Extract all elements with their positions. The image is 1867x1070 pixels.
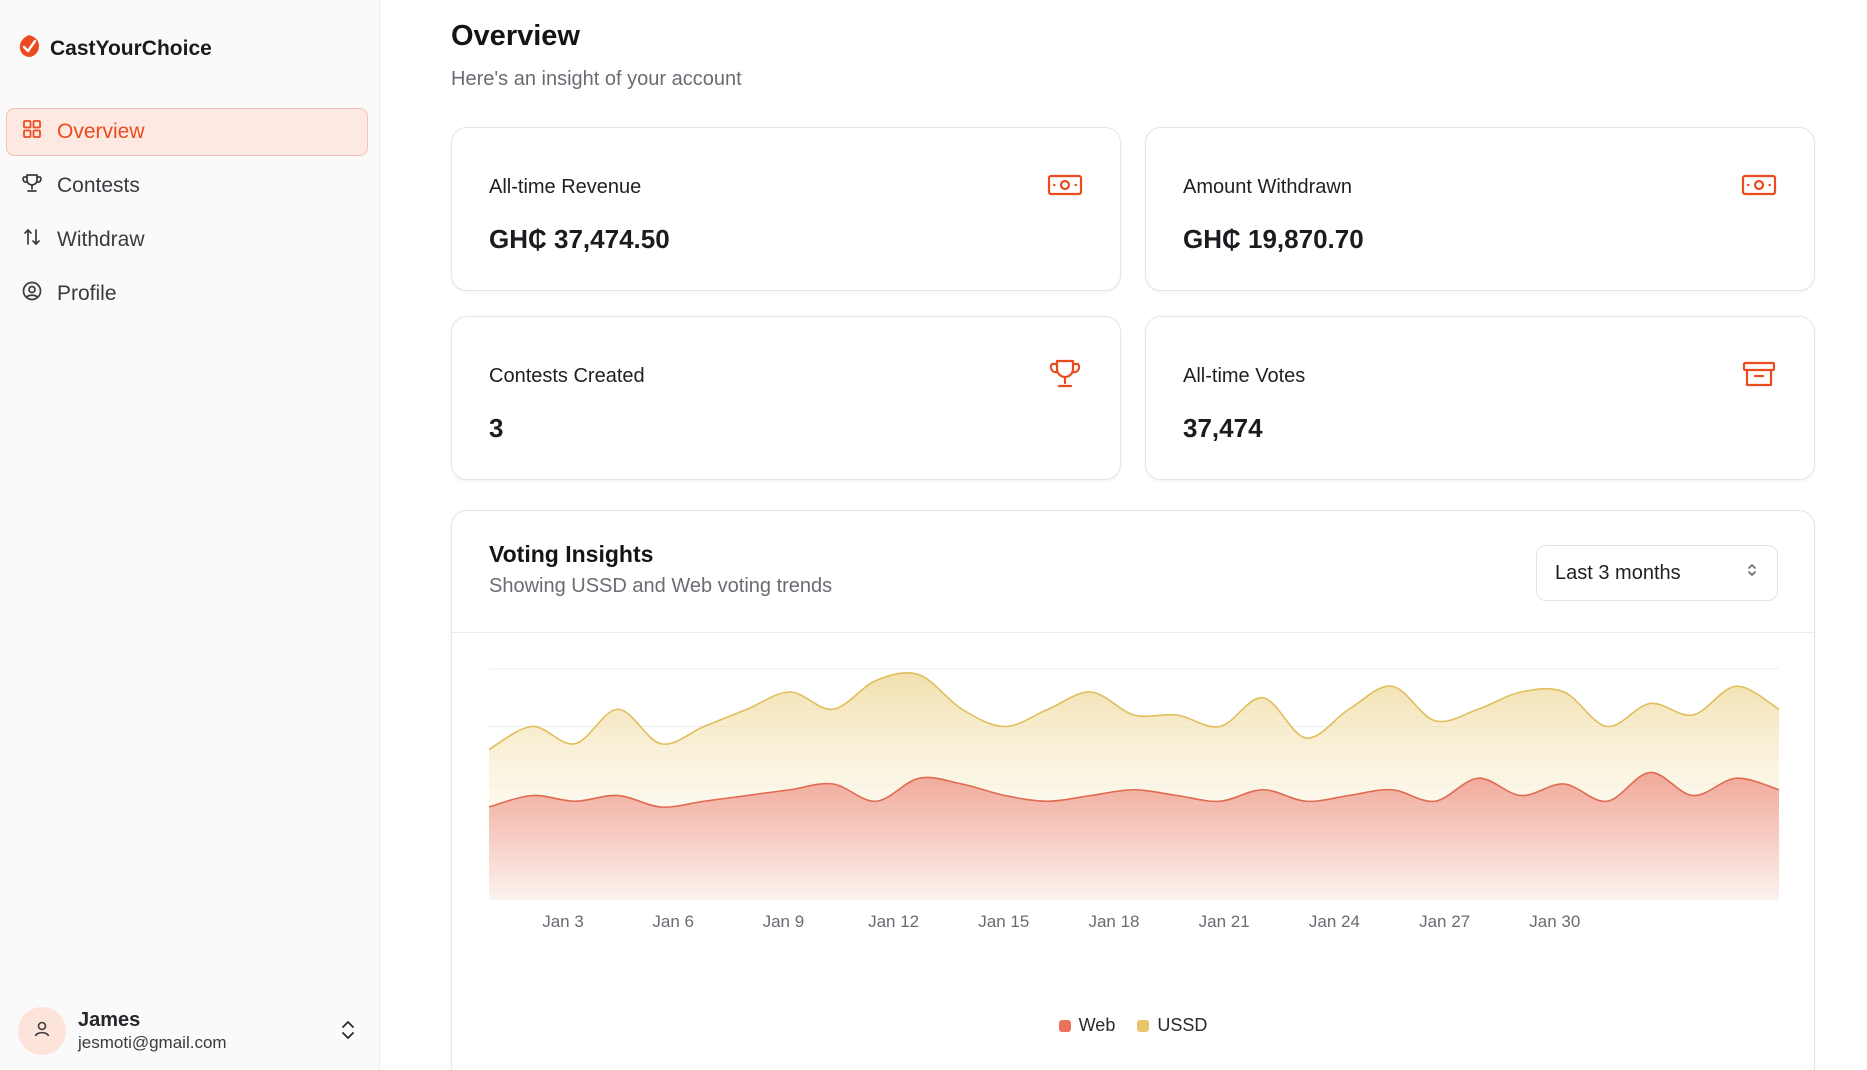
x-tick-label: Jan 6 (652, 912, 694, 931)
x-tick-label: Jan 18 (1088, 912, 1139, 931)
legend-swatch (1058, 1019, 1071, 1032)
user-info: James jesmoti@gmail.com (78, 1008, 227, 1054)
sidebar-item-label: Contests (57, 174, 140, 197)
sidebar-item-withdraw[interactable]: Withdraw (6, 216, 368, 264)
banknote-icon (1740, 168, 1778, 202)
user-name: James (78, 1009, 141, 1031)
sidebar-item-contests[interactable]: Contests (6, 162, 368, 210)
x-tick-label: Jan 21 (1199, 912, 1250, 931)
x-tick-label: Jan 12 (868, 912, 919, 931)
chevrons-up-down-icon[interactable] (338, 1018, 358, 1047)
sidebar: CastYourChoice Overview Contests (0, 0, 380, 1070)
stat-card-contests: Contests Created 3 (451, 316, 1121, 480)
banknote-icon (1046, 168, 1084, 202)
stat-value: GH₵ 19,870.70 (1183, 224, 1364, 254)
legend-label: USSD (1157, 1015, 1208, 1035)
stat-label: Contests Created (489, 365, 645, 387)
stat-label: All-time Revenue (489, 176, 642, 198)
chevrons-up-down-icon (1745, 560, 1759, 586)
arrows-up-down-icon (21, 226, 43, 254)
sidebar-item-label: Withdraw (57, 228, 145, 251)
web-area (489, 772, 1779, 899)
stat-label: All-time Votes (1183, 365, 1306, 387)
x-tick-label: Jan 30 (1529, 912, 1580, 931)
sidebar-item-overview[interactable]: Overview (6, 108, 368, 156)
stat-value: GH₵ 37,474.50 (489, 224, 670, 254)
stat-card-revenue: All-time Revenue GH₵ 37,474.50 (451, 127, 1121, 291)
sidebar-item-profile[interactable]: Profile (6, 270, 368, 318)
x-tick-label: Jan 24 (1309, 912, 1360, 931)
sidebar-item-label: Overview (57, 120, 145, 143)
sidebar-item-label: Profile (57, 282, 117, 305)
user-circle-icon (21, 280, 43, 308)
ussd-line (488, 672, 1780, 751)
page-subtitle: Here's an insight of your account (451, 68, 742, 90)
stat-value: 37,474 (1183, 413, 1263, 443)
brand-name: CastYourChoice (50, 36, 212, 60)
user-email: jesmoti@gmail.com (78, 1033, 227, 1052)
legend-swatch (1137, 1019, 1150, 1032)
legend-item-web[interactable]: Web (1058, 1015, 1116, 1036)
range-select[interactable]: Last 3 months (1536, 545, 1778, 601)
stat-card-votes: All-time Votes 37,474 (1145, 316, 1815, 480)
x-tick-label: Jan 15 (978, 912, 1029, 931)
chart-subtitle: Showing USSD and Web voting trends (489, 575, 833, 597)
grid-icon (21, 118, 43, 146)
stat-card-withdrawn: Amount Withdrawn GH₵ 19,870.70 (1145, 127, 1815, 291)
trophy-icon (21, 172, 43, 200)
range-select-value: Last 3 months (1555, 561, 1681, 584)
avatar (18, 1007, 66, 1055)
legend-item-ussd[interactable]: USSD (1137, 1015, 1207, 1036)
brand[interactable]: CastYourChoice (18, 34, 212, 63)
user-menu[interactable]: James jesmoti@gmail.com (18, 1006, 358, 1056)
web-line (488, 771, 1780, 808)
stat-label: Amount Withdrawn (1183, 176, 1352, 198)
legend-label: Web (1078, 1015, 1116, 1035)
archive-icon (1740, 357, 1778, 391)
chart-legend: Web USSD (452, 1015, 1814, 1036)
area-chart: Jan 3 Jan 6 Jan 9 Jan 12 Jan 15 Jan 18 Jan 21 J… (488, 668, 1780, 931)
sidebar-nav: Overview Contests Withdraw (6, 108, 368, 324)
chart-title: Voting Insights (489, 541, 654, 567)
ussd-area (489, 672, 1779, 808)
x-tick-label: Jan 9 (763, 912, 805, 931)
x-tick-label: Jan 3 (542, 912, 584, 931)
voting-insights-card: Voting Insights Showing USSD and Web vot… (451, 510, 1815, 1070)
page-title: Overview (451, 20, 580, 52)
user-icon (32, 1019, 52, 1044)
stat-value: 3 (489, 413, 504, 443)
trophy-icon (1046, 357, 1084, 391)
x-tick-label: Jan 27 (1419, 912, 1470, 931)
chart-divider (452, 632, 1814, 633)
logo-icon (18, 34, 40, 63)
